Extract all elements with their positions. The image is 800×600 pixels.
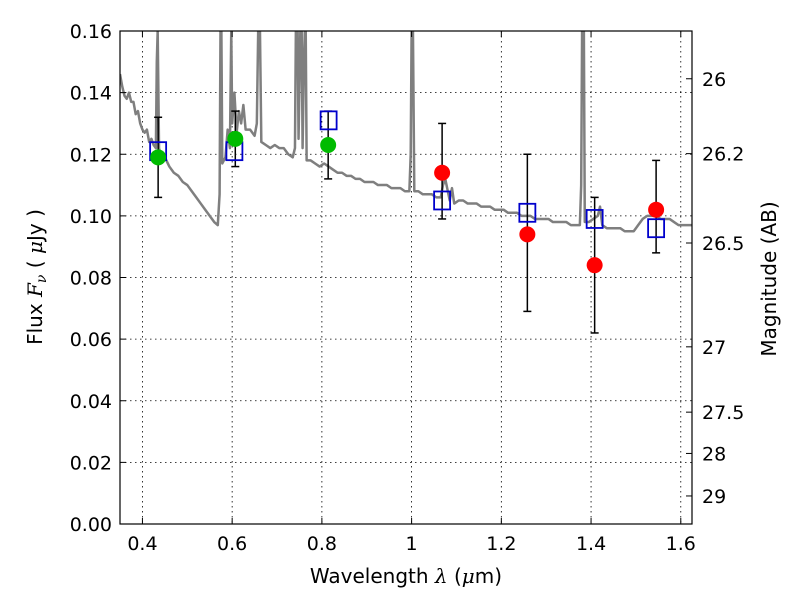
y-tick-label: 0.00 xyxy=(70,514,112,536)
x-tick-label: 1 xyxy=(406,533,418,555)
mag-tick-label: 28 xyxy=(702,443,726,465)
box-marker-layer xyxy=(149,110,666,239)
box-marker xyxy=(518,202,537,223)
mag-tick-label: 26.5 xyxy=(702,233,744,255)
red-point xyxy=(648,201,665,218)
green-point xyxy=(150,149,167,166)
y-tick-label: 0.04 xyxy=(70,391,112,413)
x-axis-label: Wavelength λ (μm) xyxy=(310,564,502,588)
x-tick-label: 0.6 xyxy=(217,533,247,555)
model-spectrum-layer xyxy=(120,31,692,233)
y-tick-label: 0.12 xyxy=(70,144,112,166)
red-point xyxy=(586,257,603,274)
x-tick-label: 0.8 xyxy=(307,533,337,555)
tick-layer: 0.4 0.6 0.8 1 1.2 1.4 1.6 0.00 0.02 0.04 0.06 0.08 0… xyxy=(70,21,745,555)
x-tick-label: 0.4 xyxy=(127,533,157,555)
y2-axis-label: Magnitude (AB) xyxy=(757,201,781,356)
mag-tick-label: 27 xyxy=(702,337,726,359)
y-tick-label: 0.16 xyxy=(70,21,112,43)
box-marker xyxy=(585,209,604,229)
box-marker xyxy=(647,218,666,239)
y-tick-label: 0.14 xyxy=(70,83,112,105)
model-spectrum-line xyxy=(120,31,692,233)
red-point xyxy=(519,226,536,243)
mag-tick-label: 26.2 xyxy=(702,144,744,166)
x-tick-label: 1.4 xyxy=(576,533,606,555)
y-tick-label: 0.06 xyxy=(70,329,112,351)
y-tick-label: 0.10 xyxy=(70,206,112,228)
grid xyxy=(120,30,692,525)
box-marker xyxy=(433,190,452,211)
y-tick-label: 0.02 xyxy=(70,452,112,474)
mag-tick-label: 27.5 xyxy=(702,402,744,424)
box-marker xyxy=(319,110,338,131)
mag-tick-label: 29 xyxy=(702,486,726,508)
y-axis-label: Flux Fν ( μJy ) xyxy=(23,209,50,345)
green-point xyxy=(320,137,337,154)
mag-tick-label: 26 xyxy=(702,69,726,91)
dot-marker-layer xyxy=(150,130,665,274)
red-point xyxy=(434,164,451,181)
x-tick-label: 1.6 xyxy=(666,533,696,555)
green-point xyxy=(227,130,244,147)
x-tick-label: 1.2 xyxy=(486,533,516,555)
y-tick-label: 0.08 xyxy=(70,268,112,290)
